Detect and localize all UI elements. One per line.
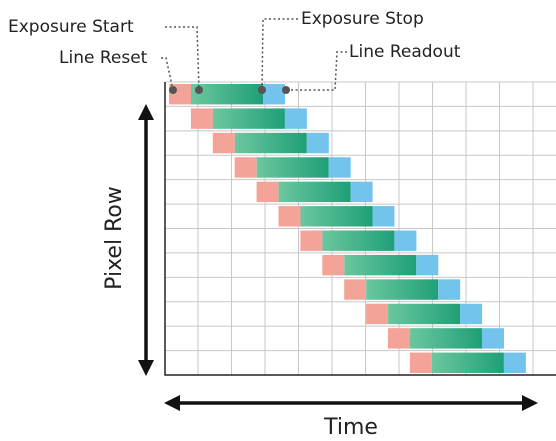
row-timeline — [388, 328, 504, 349]
line-readout-label: Line Readout — [349, 42, 461, 62]
readout-segment — [482, 328, 504, 349]
arrow-up-icon — [138, 104, 154, 120]
row-timeline — [190, 108, 307, 129]
exposure-segment — [431, 352, 504, 373]
exposure-segment — [256, 157, 329, 178]
grid — [165, 81, 556, 376]
exposure-segment — [388, 303, 461, 325]
line-readout-leader — [286, 51, 347, 91]
readout-segment — [350, 181, 373, 203]
reset-segment — [344, 279, 367, 300]
time-axis-arrow — [164, 395, 538, 411]
readout-segment — [503, 352, 526, 373]
y-axis-label: Pixel Row — [102, 186, 127, 290]
readout-segment — [263, 84, 285, 105]
row-timeline — [409, 352, 526, 373]
exposure-stop-leader — [261, 18, 298, 91]
x-axis-label: Time — [323, 415, 378, 440]
reset-segment — [278, 206, 301, 227]
reset-segment — [300, 230, 323, 251]
exposure-segment — [278, 181, 351, 203]
exposure-segment — [191, 84, 263, 105]
plot-frame — [164, 82, 556, 376]
annotation-leaders — [161, 18, 347, 94]
exposure-segment — [212, 108, 285, 129]
reset-segment — [322, 254, 345, 276]
row-timeline — [234, 157, 351, 178]
readout-segment — [438, 279, 461, 300]
reset-segment — [409, 352, 432, 373]
row-timeline — [366, 303, 483, 325]
arrow-left-icon — [164, 395, 180, 411]
arrow-right-icon — [522, 395, 538, 411]
readout-segment — [372, 206, 395, 227]
exposure-segment — [366, 279, 439, 300]
reset-segment — [388, 328, 410, 349]
row-timeline — [212, 132, 329, 154]
readout-segment — [460, 303, 483, 325]
exposure-segment — [234, 132, 307, 154]
readout-segment — [284, 108, 307, 129]
reset-segment — [190, 108, 213, 129]
readout-segment — [306, 132, 329, 154]
exposure-stop-marker — [258, 86, 266, 94]
reset-segment — [366, 303, 389, 325]
reset-segment — [256, 181, 279, 203]
reset-segment — [212, 132, 235, 154]
row-timeline — [344, 279, 461, 300]
row-timeline — [322, 254, 439, 276]
row-timeline — [256, 181, 373, 203]
reset-segment — [234, 157, 257, 178]
line-reset-leader — [161, 57, 174, 91]
exposure-segment — [344, 254, 417, 276]
exposure-start-marker — [195, 86, 203, 94]
exposure-segment — [322, 230, 395, 251]
readout-segment — [394, 230, 417, 251]
line-reset-label: Line Reset — [59, 48, 148, 68]
row-timeline — [300, 230, 417, 251]
row-timeline — [169, 84, 285, 105]
arrow-down-icon — [138, 360, 154, 376]
row-timeline-bars — [169, 84, 526, 373]
readout-segment — [416, 254, 439, 276]
exposure-start-label: Exposure Start — [8, 17, 134, 37]
exposure-start-leader — [165, 26, 200, 91]
exposure-segment — [300, 206, 373, 227]
row-timeline — [278, 206, 395, 227]
exposure-segment — [410, 328, 482, 349]
pixel-row-axis-arrow — [138, 104, 154, 376]
exposure-stop-label: Exposure Stop — [301, 9, 424, 29]
readout-segment — [328, 157, 351, 178]
line-reset-marker — [169, 86, 177, 94]
line-readout-marker — [282, 86, 290, 94]
